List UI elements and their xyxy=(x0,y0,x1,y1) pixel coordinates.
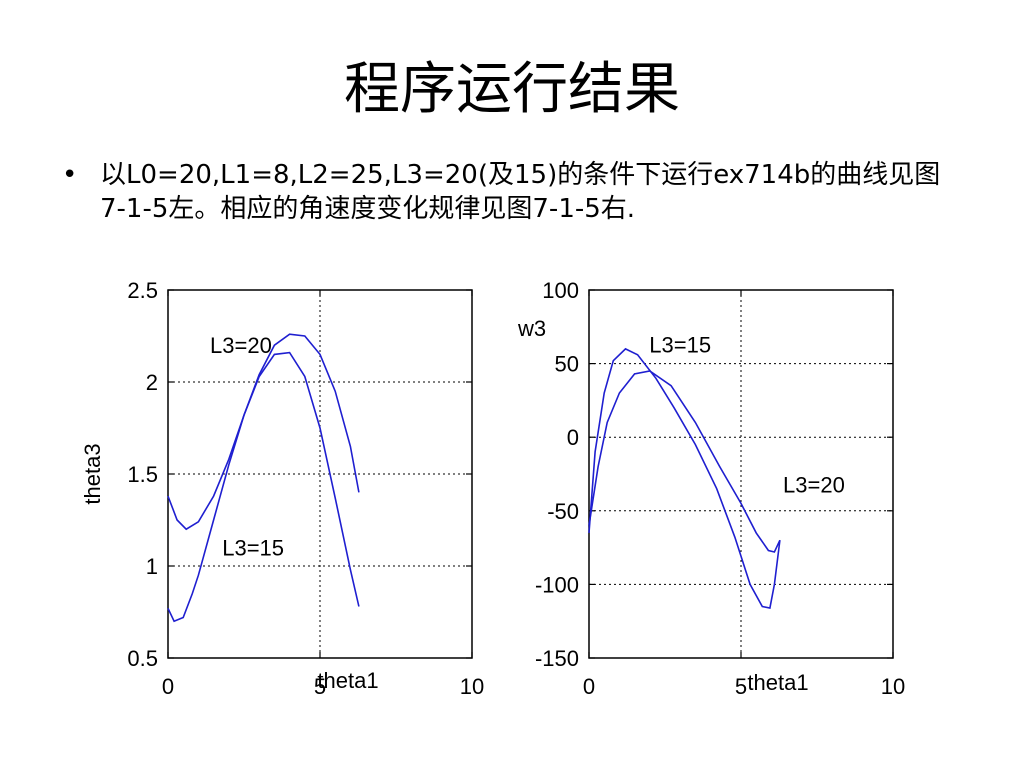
chart1-x-axis-label: theta1 xyxy=(317,668,378,693)
chart1-y-tick-label: 2.5 xyxy=(127,278,158,303)
chart2-series-line xyxy=(588,347,781,609)
chart1-y-tick-label: 1 xyxy=(146,554,158,579)
chart2-x-tick-label: 10 xyxy=(881,674,905,699)
chart2-series-line xyxy=(588,370,781,553)
chart2-y-tick-label: -50 xyxy=(547,499,579,524)
chart1-y-tick-label: 0.5 xyxy=(127,646,158,671)
bullet-symbol: • xyxy=(62,160,78,190)
bullet-text: 以L0=20,L1=8,L2=25,L3=20(及15)的条件下运行ex714b… xyxy=(100,160,941,224)
chart1-x-tick-label: 0 xyxy=(162,674,174,699)
chart2-x-axis-label: theta1 xyxy=(747,670,808,695)
chart1-annotation-label: L3=20 xyxy=(210,333,272,358)
chart1-series-line xyxy=(167,351,360,623)
chart1-x-tick-label: 10 xyxy=(460,674,484,699)
chart2-y-tick-label: 0 xyxy=(567,425,579,450)
chart2-annotation-label: L3=15 xyxy=(649,332,711,357)
chart2-y-tick-label: 50 xyxy=(555,352,579,377)
chart1-y-tick-label: 1.5 xyxy=(127,462,158,487)
chart1-y-axis-label: theta3 xyxy=(80,443,105,504)
slide-title: 程序运行结果 xyxy=(344,57,680,122)
chart2-x-tick-label: 0 xyxy=(583,674,595,699)
chart2-y-axis-label: w3 xyxy=(517,316,546,341)
chart2-annotation-label: L3=20 xyxy=(783,472,845,497)
chart1-annotation-label: L3=15 xyxy=(222,536,284,561)
chart1-series-line xyxy=(167,333,360,531)
chart2-y-tick-label: 100 xyxy=(542,278,579,303)
chart2-x-tick-label: 5 xyxy=(735,674,747,699)
chart1-y-tick-label: 2 xyxy=(146,370,158,395)
chart2-y-tick-label: -100 xyxy=(535,572,579,597)
chart1-x-tick-label: 5 xyxy=(314,674,326,699)
chart2-y-tick-label: -150 xyxy=(535,646,579,671)
